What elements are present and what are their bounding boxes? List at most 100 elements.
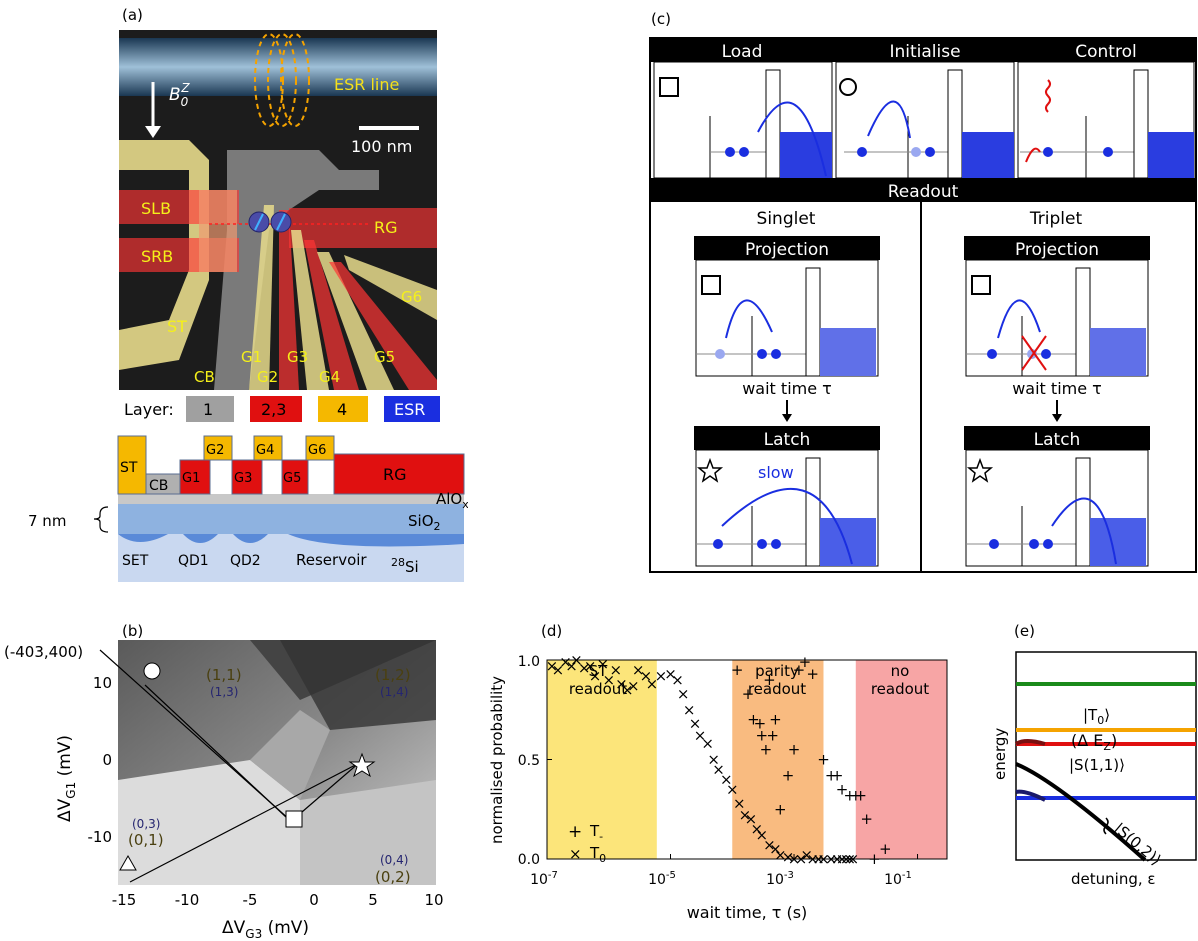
data-point-t0: ×: [712, 760, 725, 778]
region-set: SET: [122, 553, 149, 569]
data-point-tminus: +: [836, 780, 849, 798]
data-point-t0: ×: [800, 846, 813, 864]
readout-header: Readout: [888, 182, 959, 202]
data-point-t0: ×: [615, 675, 628, 693]
data-point-t0: ×: [559, 653, 572, 671]
data-point-t0: ×: [755, 826, 768, 844]
data-point-t0: ×: [552, 661, 565, 679]
data-point-tminus: +: [793, 661, 806, 679]
xs-g3: G3: [234, 471, 252, 486]
data-point-t0: ×: [689, 715, 702, 733]
b-xtick: 0: [309, 891, 319, 909]
data-point-tminus: +: [774, 800, 787, 818]
data-point-t0: ×: [640, 667, 653, 685]
data-point-t0: ×: [701, 735, 714, 753]
dez-label: (Δ EZ): [1071, 731, 1117, 753]
xs-g6: G6: [308, 443, 326, 458]
slow-label: slow: [758, 463, 794, 482]
layer-swatch-2: [250, 396, 302, 422]
xs-rg: RG: [383, 465, 407, 484]
cs-14: (1,4): [380, 685, 408, 699]
data-point-tminus: +: [844, 786, 857, 804]
data-point-t0: ×: [683, 701, 696, 719]
esr-line: [119, 38, 437, 96]
readout-region: [732, 660, 824, 859]
substrate-label: 28Si: [391, 556, 419, 576]
d-legend-plus: +: [568, 822, 582, 842]
panel-e-energy-diagram: |T0⟩ (Δ EZ) |S(1,1)⟩ |S(0,2)⟩ energy det…: [991, 651, 1197, 888]
sio2-layer: [118, 504, 464, 534]
data-point-tminus: +: [879, 840, 892, 858]
data-point-t0: ×: [596, 655, 609, 673]
data-point-tminus: +: [760, 741, 773, 759]
d-ytick: 1.0: [518, 654, 540, 670]
gate-label-st: ST: [167, 317, 187, 336]
alox-label: AlOx: [436, 490, 468, 511]
d-region-label-top: no: [891, 662, 910, 680]
scale-bar: [359, 126, 419, 130]
data-point-tminus: +: [825, 766, 838, 784]
d-xlabel: wait time, τ (s): [687, 903, 808, 922]
cs-13: (1,3): [210, 685, 238, 699]
data-point-tminus: +: [806, 665, 819, 683]
stage-load: Load: [722, 42, 763, 62]
circle-marker: [143, 662, 161, 680]
layer-legend-item-4: ESR: [394, 400, 425, 419]
e-ylabel: energy: [991, 728, 1009, 780]
d-region-label-top: parity: [755, 662, 799, 680]
gate-label-g5: G5: [374, 348, 395, 366]
region-qd1: QD1: [178, 553, 209, 569]
data-point-t0: ×: [565, 657, 578, 675]
data-point-tminus: +: [831, 766, 844, 784]
stage-initialise: Initialise: [889, 42, 960, 62]
xs-g4: G4: [256, 443, 274, 458]
gate-label-srb: SRB: [141, 247, 173, 266]
b-xtick: 5: [368, 891, 378, 909]
b-yticks: 10 0 -10: [88, 674, 113, 846]
data-point-t0: ×: [720, 770, 733, 788]
xs-cb: CB: [149, 478, 168, 494]
b-xlabel: ΔVG3 (mV): [222, 918, 309, 940]
data-point-t0: ×: [745, 810, 758, 828]
xs-g1: G1: [182, 471, 200, 486]
gate-label-g3: G3: [287, 348, 308, 366]
b-ytick: 0: [102, 751, 112, 769]
d-region-label-bottom: readout: [748, 680, 806, 698]
data-point-tminus: +: [742, 685, 755, 703]
data-point-tminus: +: [731, 661, 744, 679]
gate-label-rg: RG: [374, 218, 398, 237]
layer-legend: Layer: 1 2,3 4 ESR: [124, 396, 440, 422]
data-point-t0: ×: [602, 671, 615, 689]
gate-label-g6: G6: [401, 288, 422, 306]
data-point-t0: ×: [707, 751, 720, 769]
data-point-t0: ×: [655, 667, 668, 685]
data-point-tminus: +: [755, 727, 768, 745]
triplet-latch: Latch: [1034, 430, 1081, 450]
data-point-t0: ×: [646, 675, 659, 693]
data-point-tminus: +: [788, 741, 801, 759]
b-ytick: -10: [88, 828, 113, 846]
scale-bar-label: 100 nm: [351, 137, 412, 156]
b-xtick: -5: [243, 891, 258, 909]
s11-label: |S(1,1)⟩: [1069, 756, 1125, 774]
d-ytick: 0.5: [518, 753, 540, 769]
singlet-title: Singlet: [757, 209, 816, 229]
panel-label-d: (d): [541, 622, 563, 640]
data-point-t0: ×: [782, 848, 795, 866]
cs-04: (0,4): [380, 853, 408, 867]
data-point-t0: ×: [726, 780, 739, 798]
cross-section: ST CB G1 G2 G3 G4 G5 G6 RG AlOx SiO2 7 n…: [28, 435, 468, 582]
data-point-tminus: +: [799, 653, 812, 671]
data-point-tminus: +: [754, 715, 767, 733]
triplet-wait: wait time τ: [1012, 379, 1102, 398]
readout-region: [547, 660, 657, 859]
layer-legend-title: Layer:: [124, 400, 174, 419]
b-xtick: -15: [112, 891, 137, 909]
data-point-t0: ×: [739, 806, 752, 824]
gate-label-slb: SLB: [141, 199, 171, 218]
data-point-t0: ×: [664, 665, 677, 683]
data-point-t0: ×: [733, 794, 746, 812]
singlet-wait: wait time τ: [742, 379, 832, 398]
data-point-tminus: +: [849, 786, 862, 804]
region-qd2: QD2: [230, 553, 261, 569]
